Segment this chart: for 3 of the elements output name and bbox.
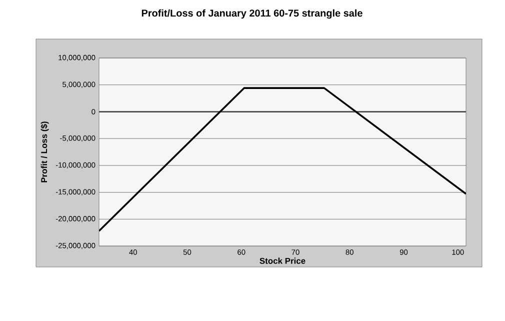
- y-axis-title: Profit / Loss ($): [40, 122, 49, 182]
- chart-title: Profit/Loss of January 2011 60-75 strangle sale: [142, 9, 362, 19]
- x-axis-title: Stock Price: [260, 258, 306, 264]
